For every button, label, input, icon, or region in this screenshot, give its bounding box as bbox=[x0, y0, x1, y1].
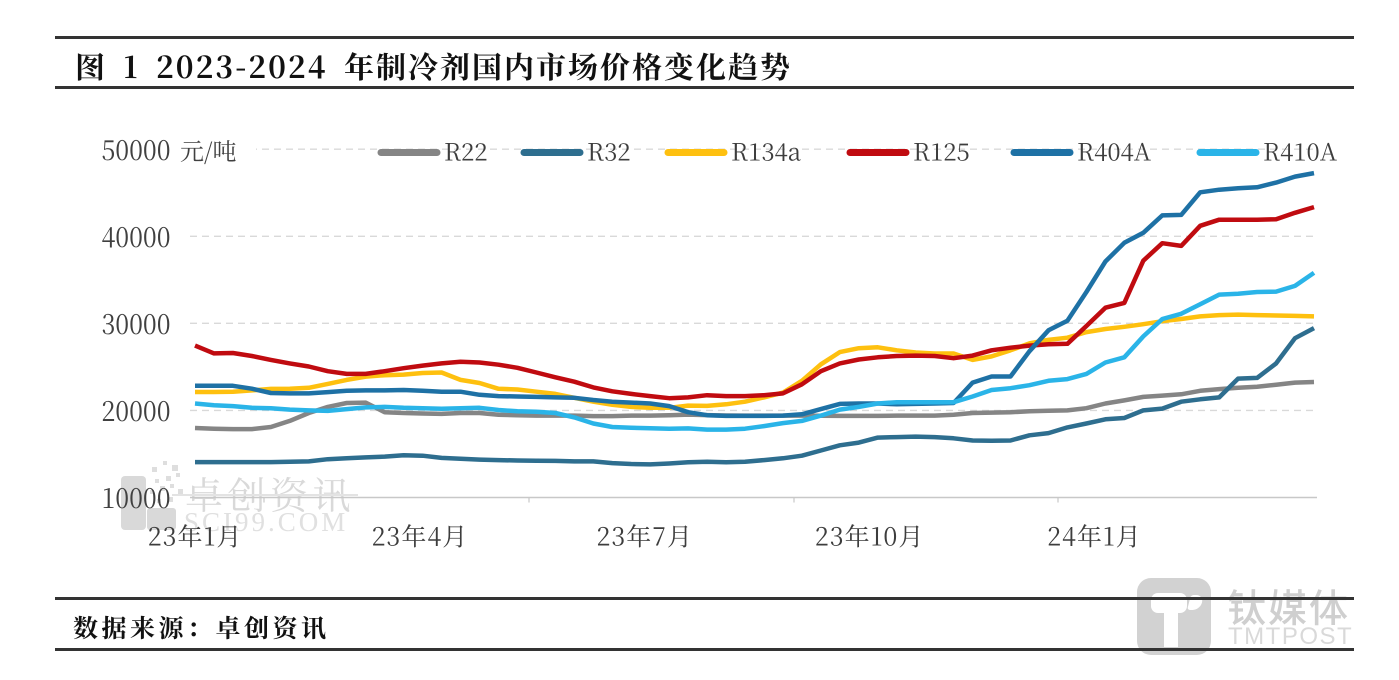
x-tick-label-3: 23年10月 bbox=[815, 518, 925, 554]
series-line-R134a bbox=[195, 312, 1315, 411]
watermark-icon-dot bbox=[178, 489, 183, 494]
legend-label-R32: R32 bbox=[587, 133, 631, 168]
watermark-icon-dot bbox=[176, 473, 180, 477]
series-line-R125 bbox=[194, 204, 1315, 401]
y-axis-unit-backing bbox=[174, 136, 256, 165]
x-tick-label-2: 23年7月 bbox=[596, 518, 693, 554]
legend-label-R134a: R134a bbox=[731, 133, 802, 168]
legend-label-R410A: R410A bbox=[1263, 133, 1338, 168]
watermark-icon-dot bbox=[160, 486, 165, 491]
y-axis-unit-label: 元/吨 bbox=[180, 132, 236, 167]
brand-name-cn: 钛媒体 bbox=[1227, 578, 1351, 634]
y-tick-label-30000: 30000 bbox=[102, 303, 171, 343]
tmtpost-logo bbox=[1137, 578, 1211, 655]
y-tick-label-10000: 10000 bbox=[102, 477, 171, 517]
watermark-icon-dot bbox=[166, 476, 171, 481]
watermark-icon-block bbox=[147, 508, 176, 530]
legend-label-R404A: R404A bbox=[1077, 133, 1152, 168]
watermark-icon-dot bbox=[152, 467, 157, 472]
watermark-icon-dot bbox=[157, 499, 161, 503]
x-tick-label-1: 23年4月 bbox=[371, 518, 468, 554]
series-line-R32 bbox=[195, 326, 1316, 467]
watermark-icon-dot bbox=[168, 497, 173, 502]
footer-rule-bottom bbox=[55, 648, 1354, 651]
watermark-icon-dot bbox=[172, 465, 178, 471]
watermark-icon-block bbox=[121, 476, 146, 530]
legend-label-R22: R22 bbox=[444, 133, 488, 168]
y-tick-label-20000: 20000 bbox=[102, 390, 171, 430]
watermark-text-cn: 卓创资讯 bbox=[185, 465, 355, 520]
title-rule-top bbox=[55, 36, 1354, 39]
brand-name-en: TMTPOST bbox=[1228, 623, 1354, 650]
x-tick-label-4: 24年1月 bbox=[1047, 518, 1142, 554]
watermark-icon-dot bbox=[170, 484, 174, 488]
legend-label-R125: R125 bbox=[913, 133, 970, 168]
tmtpost-t-stem-icon bbox=[1164, 593, 1178, 647]
footer-rule-top bbox=[55, 597, 1354, 600]
watermark-icon-dot bbox=[155, 479, 159, 483]
x-tick-label-0: 23年1月 bbox=[148, 518, 243, 554]
figure-title: 图 1 2023-2024 年制冷剂国内市场价格变化趋势 bbox=[75, 43, 793, 87]
watermark-icon-dot bbox=[163, 461, 167, 465]
series-line-R410A bbox=[194, 270, 1316, 432]
series-line-R404A bbox=[195, 170, 1315, 419]
y-tick-label-40000: 40000 bbox=[102, 216, 171, 256]
y-tick-label-50000: 50000 bbox=[102, 129, 171, 169]
watermark-text-en: SCI99.COM bbox=[184, 507, 348, 537]
title-rule-bottom bbox=[55, 86, 1354, 89]
watermark-strike-line bbox=[172, 494, 358, 496]
data-source-label: 数据来源：卓创资讯 bbox=[73, 609, 330, 645]
watermark-icon-dot bbox=[150, 490, 154, 494]
